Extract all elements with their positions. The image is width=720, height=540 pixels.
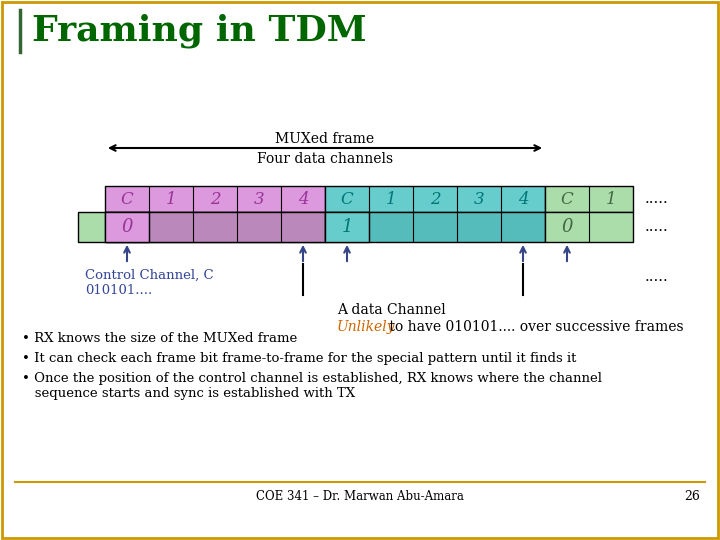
Text: • Once the position of the control channel is established, RX knows where the ch: • Once the position of the control chann…	[22, 372, 602, 385]
Text: 0: 0	[562, 218, 572, 236]
Text: 2: 2	[430, 191, 441, 207]
Bar	[105, 186, 325, 212]
Bar	[105, 212, 325, 242]
Text: 2: 2	[210, 191, 220, 207]
Text: .....: .....	[645, 192, 669, 206]
Text: 010101....: 010101....	[85, 284, 152, 297]
Text: 4: 4	[518, 191, 528, 207]
Text: • RX knows the size of the MUXed frame: • RX knows the size of the MUXed frame	[22, 332, 297, 345]
Text: COE 341 – Dr. Marwan Abu-Amara: COE 341 – Dr. Marwan Abu-Amara	[256, 490, 464, 503]
Bar	[325, 186, 545, 212]
Text: to have 010101.... over successive frames: to have 010101.... over successive frame…	[385, 320, 683, 334]
Text: 0: 0	[121, 218, 132, 236]
Bar	[545, 186, 633, 212]
Text: .....: .....	[645, 220, 669, 234]
Text: 3: 3	[253, 191, 264, 207]
Text: C: C	[561, 191, 573, 207]
Text: 3: 3	[474, 191, 485, 207]
Text: sequence starts and sync is established with TX: sequence starts and sync is established …	[22, 387, 355, 400]
Text: 1: 1	[166, 191, 176, 207]
Text: 4: 4	[297, 191, 308, 207]
Text: • It can check each frame bit frame-to-frame for the special pattern until it fi: • It can check each frame bit frame-to-f…	[22, 352, 577, 365]
Text: Control Channel, C: Control Channel, C	[85, 269, 214, 282]
Bar	[325, 212, 545, 242]
Text: Framing in TDM: Framing in TDM	[32, 13, 366, 48]
Text: A data Channel: A data Channel	[337, 303, 446, 317]
Text: 26: 26	[684, 490, 700, 503]
Text: .....: .....	[645, 270, 669, 284]
Bar	[78, 212, 325, 242]
Text: Four data channels: Four data channels	[257, 152, 393, 166]
Bar	[545, 212, 633, 242]
Bar	[325, 212, 369, 242]
Text: 1: 1	[386, 191, 396, 207]
Text: Unlikely: Unlikely	[337, 320, 395, 334]
Bar	[105, 212, 149, 242]
Text: C: C	[341, 191, 354, 207]
Text: MUXed frame: MUXed frame	[276, 132, 374, 146]
Text: 1: 1	[341, 218, 353, 236]
Text: 1: 1	[606, 191, 616, 207]
Text: C: C	[121, 191, 133, 207]
